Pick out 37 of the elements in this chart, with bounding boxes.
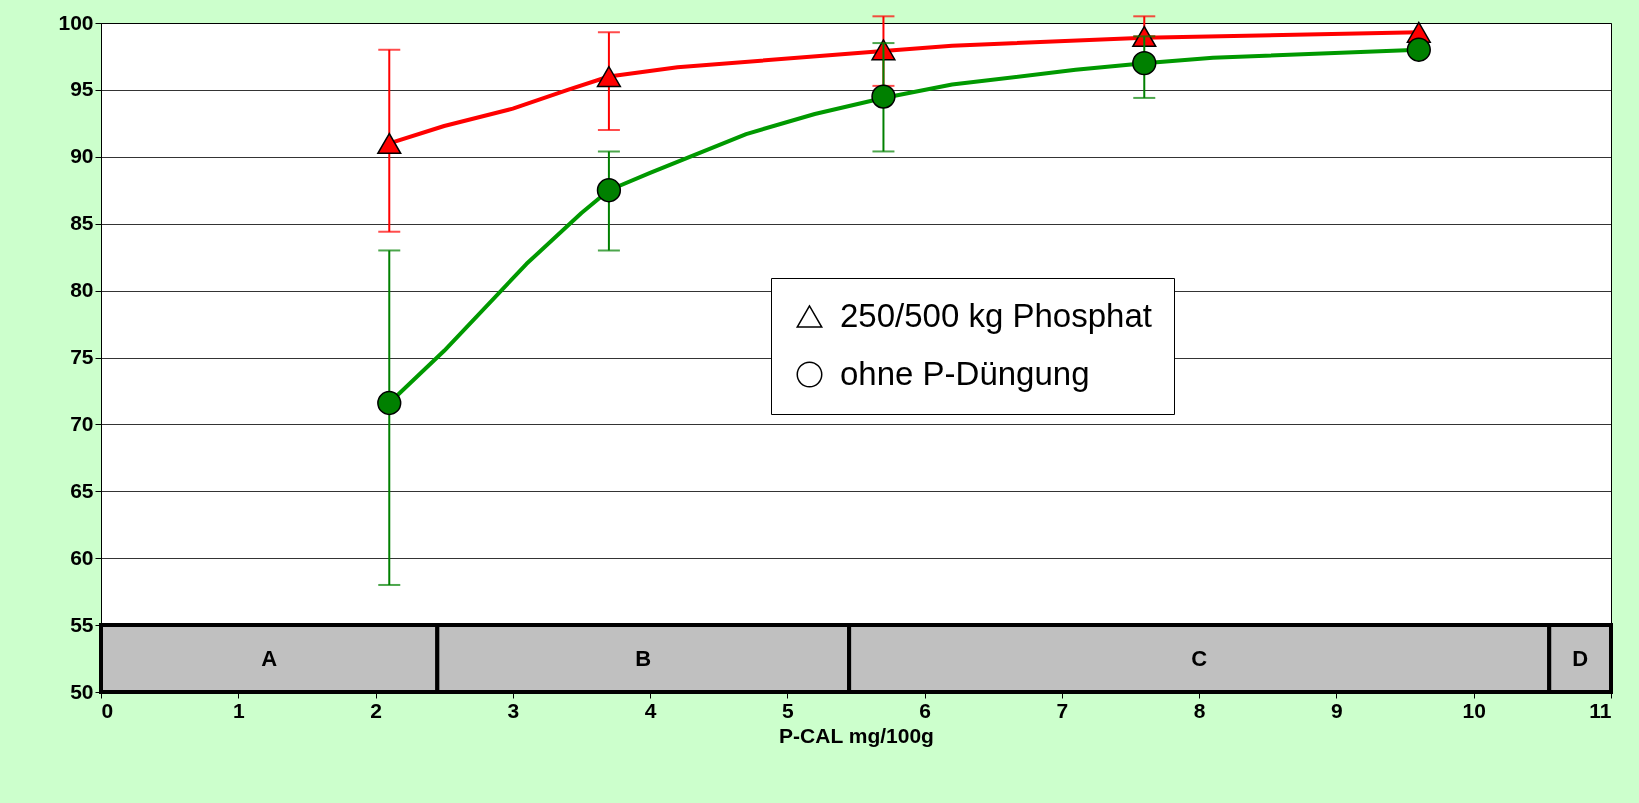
band-label: D bbox=[1572, 645, 1589, 671]
x-tick-label: 6 bbox=[919, 698, 931, 722]
y-tick-label: 90 bbox=[70, 144, 94, 168]
x-tick-label: 1 bbox=[232, 698, 245, 722]
point bbox=[596, 178, 622, 203]
y-tick-label: 80 bbox=[70, 278, 94, 302]
y-tick-label: 85 bbox=[70, 211, 94, 235]
x-tick-label: 4 bbox=[644, 698, 657, 722]
x-tick-label: 9 bbox=[1331, 698, 1343, 722]
point bbox=[377, 390, 402, 416]
legend-label: 250/500 kg Phosphat bbox=[840, 296, 1152, 334]
y-tick-label: 55 bbox=[70, 612, 94, 636]
legend-label: ohne P-Düngung bbox=[840, 354, 1090, 392]
point bbox=[377, 132, 402, 155]
y-tick-label: 60 bbox=[70, 545, 94, 569]
x-tick-label: 10 bbox=[1462, 698, 1486, 722]
y-tick-label: 75 bbox=[70, 345, 94, 368]
x-tick-label: 2 bbox=[370, 698, 382, 722]
x-tick-label: 5 bbox=[782, 698, 795, 722]
band-label: B bbox=[635, 645, 652, 671]
band-label: C bbox=[1191, 645, 1208, 671]
x-tick-label: 0 bbox=[101, 698, 114, 722]
x-tick-label: 8 bbox=[1193, 698, 1206, 722]
y-tick-label: 100 bbox=[58, 10, 94, 34]
y-tick-label: 70 bbox=[70, 411, 94, 435]
x-axis-title: P-CAL mg/100g bbox=[779, 723, 934, 747]
point bbox=[596, 65, 622, 88]
x-tick-label: 7 bbox=[1056, 698, 1069, 722]
point bbox=[1406, 37, 1431, 62]
y-tick-label: 95 bbox=[70, 77, 94, 101]
point bbox=[1132, 51, 1157, 76]
point bbox=[871, 84, 896, 109]
y-tick-label: 65 bbox=[70, 478, 94, 502]
y-tick-label: 50 bbox=[70, 679, 94, 703]
x-tick-label: 11 bbox=[1589, 698, 1612, 722]
x-tick-label: 3 bbox=[507, 698, 520, 722]
band-label: A bbox=[261, 645, 278, 671]
